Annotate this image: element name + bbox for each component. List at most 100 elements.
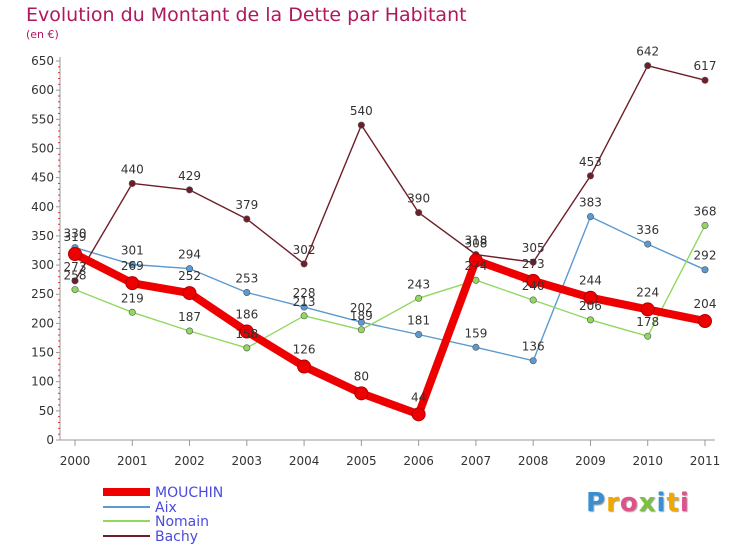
series-line-nomain	[74, 224, 706, 349]
data-label-nomain: 187	[178, 310, 201, 324]
chart-unit-label: (en €)	[26, 28, 59, 41]
data-point-bachy	[186, 186, 194, 194]
data-label-nomain: 368	[694, 204, 717, 218]
data-label-nomain: 274	[464, 259, 487, 273]
data-label-bachy: 273	[64, 260, 87, 274]
x-tick-label: 2004	[289, 454, 320, 468]
data-point-mouchin	[583, 290, 598, 305]
data-point-aix	[357, 318, 365, 326]
data-label-bachy: 390	[407, 192, 430, 206]
x-tick-label: 2002	[174, 454, 205, 468]
logo-letter: r	[606, 488, 620, 518]
x-tick-label: 2007	[461, 454, 492, 468]
data-label-nomain: 243	[407, 277, 430, 291]
data-point-bachy	[415, 209, 423, 217]
legend-label-nomain: Nomain	[155, 514, 209, 530]
data-labels: 319 269 252 186 126 80 44 308 273 244 224 204 330 301…	[64, 45, 717, 405]
x-tick-label: 2008	[518, 454, 549, 468]
legend-label-aix: Aix	[155, 500, 177, 516]
series-line-aix	[74, 215, 706, 362]
logo-letter: P	[586, 488, 607, 518]
x-tick-label: 2009	[575, 454, 606, 468]
data-point-mouchin	[411, 407, 426, 422]
data-label-aix: 202	[350, 301, 373, 315]
data-label-mouchin: 308	[464, 236, 487, 250]
data-point-bachy	[701, 76, 709, 84]
data-point-bachy	[529, 258, 537, 266]
data-point-nomain	[186, 327, 194, 335]
data-point-mouchin	[68, 246, 82, 261]
data-label-bachy: 429	[178, 169, 201, 183]
logo-letter: i	[679, 488, 690, 518]
data-point-nomain	[128, 308, 136, 316]
data-label-nomain: 178	[636, 315, 659, 329]
data-label-aix: 159	[464, 326, 487, 340]
data-label-mouchin: 244	[579, 274, 602, 288]
x-tick-label: 2001	[117, 454, 148, 468]
data-label-bachy: 302	[293, 243, 316, 257]
data-point-aix	[586, 213, 594, 221]
data-point-aix	[186, 265, 194, 273]
data-label-aix: 181	[407, 313, 430, 327]
series-line-mouchin	[71, 250, 709, 419]
data-point-nomain	[644, 332, 652, 340]
x-tick-label: 2010	[632, 454, 663, 468]
data-point-mouchin	[354, 386, 369, 401]
data-label-bachy: 617	[694, 59, 717, 73]
chart-title: Evolution du Montant de la Dette par Hab…	[26, 4, 467, 26]
series-lines	[68, 62, 712, 422]
data-label-nomain: 240	[522, 279, 545, 293]
data-label-bachy: 540	[350, 104, 373, 118]
x-tick-label: 2000	[60, 454, 91, 468]
data-label-aix: 253	[235, 271, 258, 285]
y-tick-label: 50	[39, 404, 54, 418]
data-label-nomain: 213	[293, 295, 316, 309]
data-label-aix: 294	[178, 248, 201, 262]
series-line-bachy	[74, 64, 706, 282]
data-label-bachy: 318	[464, 234, 487, 248]
data-point-nomain	[586, 316, 594, 324]
y-tick-label: 100	[31, 375, 54, 389]
data-label-nomain: 258	[64, 269, 87, 283]
data-label-bachy: 642	[636, 45, 659, 59]
data-point-bachy	[71, 277, 79, 285]
legend-label-bachy: Bachy	[155, 529, 198, 545]
data-label-aix: 292	[694, 249, 717, 263]
data-label-bachy: 440	[121, 162, 144, 176]
data-label-mouchin: 186	[235, 308, 258, 322]
y-tick-label: 0	[46, 433, 54, 447]
data-point-mouchin	[125, 276, 140, 291]
data-point-nomain	[300, 312, 308, 320]
y-tick-label: 300	[31, 258, 54, 272]
axes: 0 50 100 150 200 250 300 350 400 450 500 550 600 650 2…	[31, 54, 720, 468]
proxiti-logo: Proxiti	[586, 488, 690, 518]
data-label-nomain: 206	[579, 299, 602, 313]
data-point-nomain	[415, 294, 423, 302]
data-point-bachy	[300, 260, 308, 268]
data-label-nomain: 219	[121, 291, 144, 305]
y-tick-label: 650	[31, 54, 54, 68]
data-label-aix: 330	[64, 227, 87, 241]
data-point-mouchin	[468, 253, 483, 268]
data-point-nomain	[472, 276, 480, 284]
data-point-nomain	[243, 344, 251, 352]
data-label-mouchin: 269	[121, 259, 144, 273]
data-label-aix: 383	[579, 196, 602, 210]
data-label-mouchin: 80	[354, 369, 369, 383]
data-point-aix	[472, 343, 480, 351]
y-tick-label: 550	[31, 112, 54, 126]
data-label-mouchin: 252	[178, 269, 201, 283]
data-label-bachy: 453	[579, 155, 602, 169]
data-label-aix: 301	[121, 243, 144, 257]
data-point-aix	[128, 260, 136, 268]
y-tick-label: 400	[31, 200, 54, 214]
y-tick-label: 500	[31, 141, 54, 155]
x-tick-label: 2011	[690, 454, 721, 468]
data-label-aix: 336	[636, 223, 659, 237]
data-point-mouchin	[239, 324, 254, 339]
y-tick-label: 200	[31, 316, 54, 330]
data-label-nomain: 158	[235, 327, 258, 341]
data-point-bachy	[243, 215, 251, 223]
y-tick-label: 350	[31, 229, 54, 243]
